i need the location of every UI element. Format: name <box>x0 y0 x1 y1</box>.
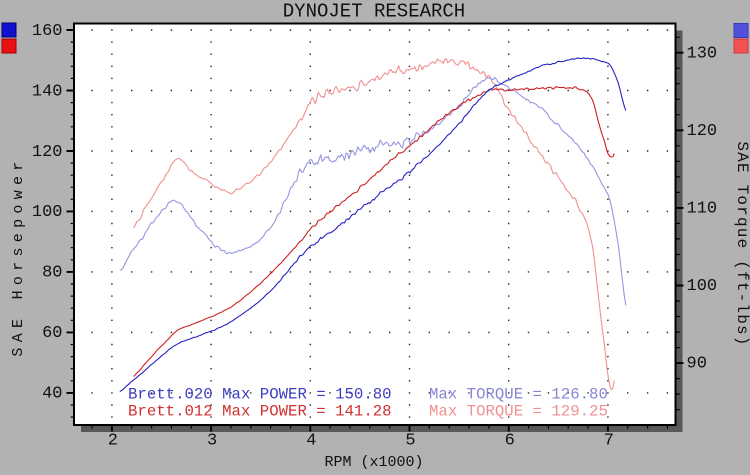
svg-text:DYNOJET RESEARCH: DYNOJET RESEARCH <box>283 1 465 23</box>
svg-text:140: 140 <box>32 82 63 101</box>
svg-text:Max TORQUE = 129.25: Max TORQUE = 129.25 <box>429 403 608 421</box>
svg-text:80: 80 <box>42 264 62 283</box>
svg-text:160: 160 <box>32 22 63 41</box>
svg-text:4: 4 <box>306 432 316 451</box>
svg-text:Max TORQUE = 126.80: Max TORQUE = 126.80 <box>429 386 608 404</box>
svg-text:120: 120 <box>687 122 718 141</box>
svg-text:Brett.020 Max POWER = 150.80: Brett.020 Max POWER = 150.80 <box>128 386 392 404</box>
svg-text:6: 6 <box>505 432 515 451</box>
svg-text:2: 2 <box>108 432 118 451</box>
svg-text:90: 90 <box>687 355 707 374</box>
svg-text:40: 40 <box>42 385 62 404</box>
svg-text:7: 7 <box>604 432 614 451</box>
svg-text:130: 130 <box>687 44 718 63</box>
svg-text:SAE Torque (ft-lbs): SAE Torque (ft-lbs) <box>733 141 750 346</box>
svg-text:3: 3 <box>207 432 217 451</box>
svg-text:5: 5 <box>405 432 415 451</box>
svg-text:110: 110 <box>687 200 718 219</box>
svg-text:100: 100 <box>687 277 718 296</box>
svg-text:RPM (x1000): RPM (x1000) <box>324 454 423 471</box>
svg-text:60: 60 <box>42 324 62 343</box>
svg-text:120: 120 <box>32 143 63 162</box>
svg-text:100: 100 <box>32 203 63 222</box>
svg-text:SAE Horsepower: SAE Horsepower <box>10 156 27 356</box>
svg-text:Brett.012 Max POWER = 141.28: Brett.012 Max POWER = 141.28 <box>128 403 392 421</box>
